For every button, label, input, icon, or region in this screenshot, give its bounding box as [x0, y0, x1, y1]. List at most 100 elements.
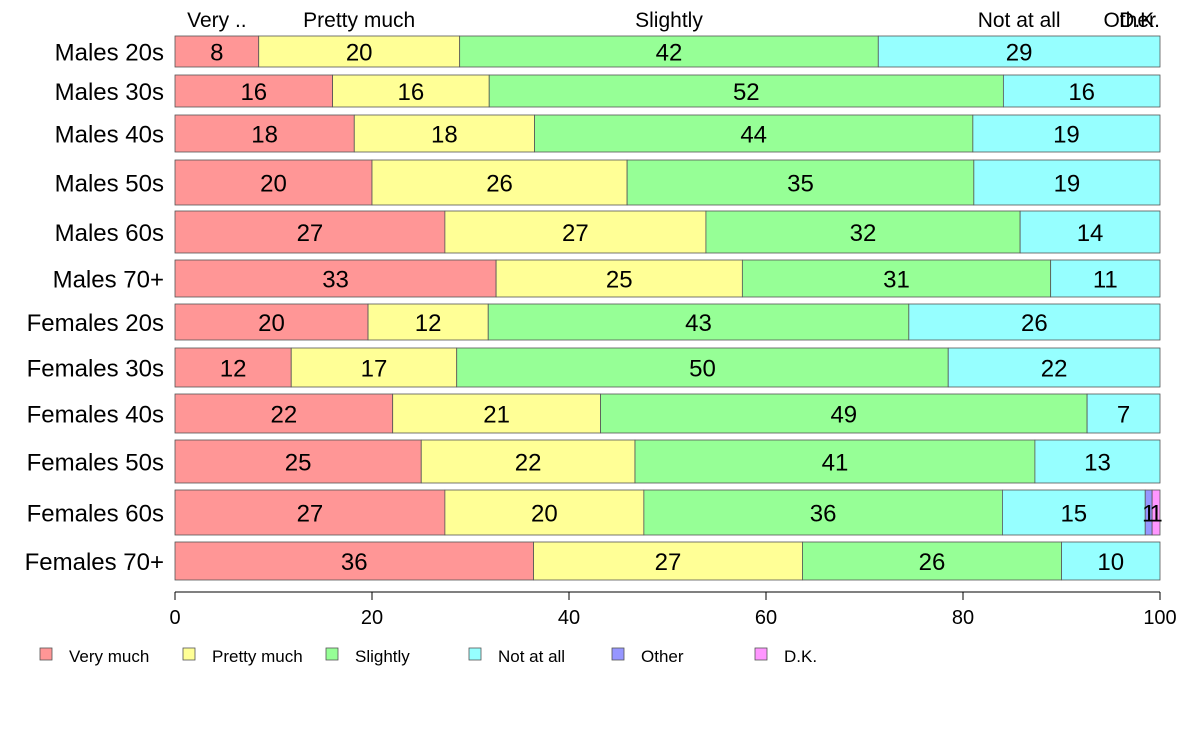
bar-males-50s-slightly	[626, 159, 975, 206]
data-label-males-70-pretty-much: 25	[606, 267, 633, 294]
data-label-males-60s-very-much: 27	[297, 220, 324, 247]
data-label-males-40s-pretty-much: 18	[431, 122, 458, 149]
bar-females-40s-very-much	[174, 393, 394, 434]
top-label-pretty-much: Pretty much	[303, 9, 415, 32]
bar-males-50s-pretty-much	[371, 159, 628, 206]
data-label-males-60s-not-at-all: 14	[1077, 220, 1104, 247]
data-label-males-70-slightly: 31	[883, 267, 910, 294]
data-label-males-20s-slightly: 42	[656, 40, 683, 67]
bar-females-20s-very-much	[174, 303, 369, 341]
bar-males-50s-not-at-all	[973, 159, 1161, 206]
bar-females-70-very-much	[174, 541, 534, 581]
bar-males-40s-slightly	[534, 114, 974, 153]
data-label-females-50s-pretty-much: 22	[515, 450, 542, 477]
data-label-females-60s-very-much: 27	[297, 501, 324, 528]
x-tick-label-20: 20	[361, 607, 383, 629]
bar-females-30s-very-much	[174, 347, 292, 388]
legend-label-very-much: Very much	[69, 647, 149, 666]
category-label-males-50s: Males 50s	[55, 171, 164, 198]
bar-females-30s-not-at-all	[947, 347, 1161, 388]
bar-males-70-not-at-all	[1050, 259, 1161, 298]
data-label-females-40s-not-at-all: 7	[1117, 402, 1130, 429]
bar-females-20s-slightly	[487, 303, 910, 341]
bar-males-40s-not-at-all	[972, 114, 1161, 153]
bar-females-50s-slightly	[634, 439, 1036, 484]
legend-label-pretty-much: Pretty much	[212, 647, 303, 666]
bar-males-30s-very-much	[174, 74, 334, 108]
data-label-males-40s-not-at-all: 19	[1053, 122, 1080, 149]
data-label-females-20s-very-much: 20	[258, 310, 285, 337]
category-label-males-60s: Males 60s	[55, 220, 164, 247]
x-tick-label-100: 100	[1143, 607, 1176, 629]
top-label-other: Other	[1103, 9, 1156, 32]
bar-females-50s-very-much	[174, 439, 422, 484]
legend-label-slightly: Slightly	[355, 647, 410, 666]
bar-males-20s-not-at-all	[877, 35, 1161, 68]
data-label-females-70-very-much: 36	[341, 549, 368, 576]
bar-females-60s-very-much	[174, 489, 446, 536]
category-label-females-50s: Females 50s	[27, 450, 164, 477]
data-label-females-40s-slightly: 49	[830, 402, 857, 429]
data-label-males-30s-slightly: 52	[733, 79, 760, 106]
category-label-females-60s: Females 60s	[27, 501, 164, 528]
bar-females-60s-not-at-all	[1002, 489, 1146, 536]
legend-label-other: Other	[641, 647, 684, 666]
data-label-males-40s-slightly: 44	[740, 122, 767, 149]
bar-females-30s-slightly	[456, 347, 949, 388]
data-label-females-60s-d-k: 1	[1149, 501, 1162, 528]
data-label-males-20s-very-much: 8	[210, 40, 223, 67]
bar-males-30s-not-at-all	[1002, 74, 1161, 108]
legend-label-d-k: D.K.	[784, 647, 817, 666]
bar-females-40s-not-at-all	[1086, 393, 1161, 434]
data-label-females-30s-pretty-much: 17	[361, 356, 388, 383]
category-label-females-30s: Females 30s	[27, 356, 164, 383]
category-label-females-70: Females 70+	[25, 549, 164, 576]
data-label-females-30s-slightly: 50	[689, 356, 716, 383]
data-label-males-50s-slightly: 35	[787, 171, 814, 198]
data-label-females-40s-very-much: 22	[270, 402, 297, 429]
data-label-females-30s-not-at-all: 22	[1041, 356, 1068, 383]
data-label-males-60s-pretty-much: 27	[562, 220, 589, 247]
x-tick-label-60: 60	[755, 607, 777, 629]
data-label-females-60s-pretty-much: 20	[531, 501, 558, 528]
data-label-females-40s-pretty-much: 21	[483, 402, 510, 429]
data-label-males-60s-slightly: 32	[850, 220, 877, 247]
bar-males-60s-pretty-much	[444, 210, 707, 254]
category-label-females-40s: Females 40s	[27, 402, 164, 429]
bar-females-70-slightly	[802, 541, 1062, 581]
x-tick-label-0: 0	[169, 607, 180, 629]
data-label-males-20s-pretty-much: 20	[346, 40, 373, 67]
bar-males-40s-very-much	[174, 114, 355, 153]
data-label-females-20s-not-at-all: 26	[1021, 310, 1048, 337]
data-label-females-50s-not-at-all: 13	[1084, 450, 1111, 477]
category-label-females-20s: Females 20s	[27, 310, 164, 337]
data-label-females-20s-slightly: 43	[685, 310, 712, 337]
category-label-males-30s: Males 30s	[55, 79, 164, 106]
data-label-females-70-pretty-much: 27	[655, 549, 682, 576]
x-axis: 0 20 40 60 80 100	[169, 591, 1177, 629]
category-label-males-70: Males 70+	[53, 267, 164, 294]
bar-females-70-not-at-all	[1061, 541, 1161, 581]
data-label-males-70-very-much: 33	[322, 267, 349, 294]
bar-females-50s-pretty-much	[420, 439, 636, 484]
top-label-very-much: Very ..	[187, 9, 247, 32]
bar-males-60s-slightly	[705, 210, 1021, 254]
data-label-males-50s-very-much: 20	[260, 171, 287, 198]
legend-swatch-not-at-all	[468, 647, 482, 661]
data-label-females-50s-slightly: 41	[822, 450, 849, 477]
category-labels: Males 20s Males 30s Males 40s Males 50s Male…	[25, 40, 164, 577]
data-label-males-30s-not-at-all: 16	[1068, 79, 1095, 106]
bar-females-60s-slightly	[643, 489, 1003, 536]
bar-females-30s-pretty-much	[290, 347, 458, 388]
legend-swatch-very-much	[39, 647, 53, 661]
legend-swatch-pretty-much	[182, 647, 196, 661]
bar-males-30s-pretty-much	[332, 74, 490, 108]
data-label-males-40s-very-much: 18	[251, 122, 278, 149]
legend-label-not-at-all: Not at all	[498, 647, 565, 666]
legend: Very much Pretty much Slightly Not at all Ot…	[39, 647, 817, 666]
data-label-females-60s-slightly: 36	[810, 501, 837, 528]
top-label-not-at-all: Not at all	[978, 9, 1061, 32]
bar-females-40s-pretty-much	[392, 393, 601, 434]
